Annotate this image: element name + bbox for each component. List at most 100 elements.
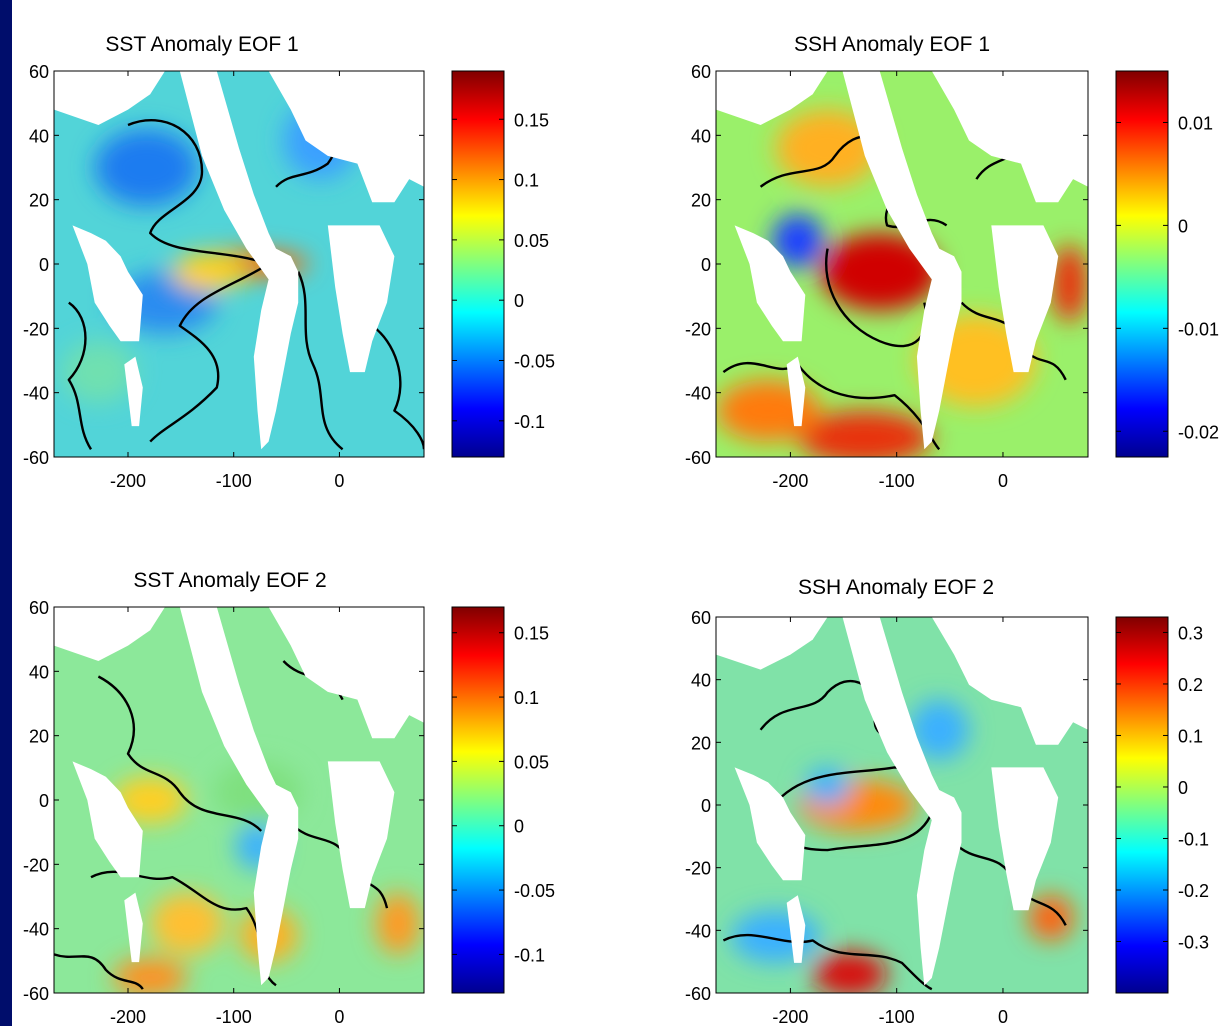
land-mask: [124, 356, 143, 427]
anomaly-field: [54, 607, 424, 993]
anomaly-blob: [150, 892, 225, 955]
anomaly-blob: [730, 910, 821, 963]
anomaly-blob: [812, 951, 888, 993]
y-tick-label: 20: [29, 727, 49, 747]
land-mask: [124, 892, 143, 963]
y-tick-label: 0: [39, 791, 49, 811]
colorbar-tick-label: -0.05: [514, 352, 555, 372]
zero-contour: [722, 933, 933, 991]
colorbar-tick-label: 0.15: [514, 110, 549, 130]
land-mask: [327, 761, 395, 909]
zero-contour: [67, 301, 93, 450]
y-tick-label: -20: [685, 859, 711, 879]
y-tick-label: 20: [691, 191, 711, 211]
colorbar-tick-label: 0.2: [1178, 675, 1203, 695]
anomaly-blob: [375, 892, 421, 955]
anomaly-blob: [771, 213, 824, 268]
x-tick-label: -100: [879, 1007, 915, 1026]
land-mask: [734, 225, 806, 342]
x-tick-label: 0: [334, 471, 344, 491]
slide-canvas: SST Anomaly EOF 1 -200 -100 0 60 40 20 0 -20 -40-…: [12, 0, 1229, 1026]
land-mask: [931, 71, 1088, 203]
anomaly-blob: [909, 699, 969, 760]
anomaly-field: [716, 71, 1088, 457]
colorbar-tick-label: 0: [1178, 778, 1188, 798]
anomaly-blob: [797, 410, 932, 457]
land-mask: [268, 71, 424, 203]
land-mask: [991, 225, 1059, 373]
land-mask: [786, 356, 806, 427]
eof-panel: SST Anomaly EOF 1 -200 -100 0 60 40 20 0 -20 -40 -…: [23, 33, 555, 491]
y-tick-label: 0: [701, 796, 711, 816]
y-tick-label: 40: [29, 662, 49, 682]
y-tick-label: 40: [691, 671, 711, 691]
y-tick-label: 60: [691, 62, 711, 82]
zero-contour: [97, 675, 263, 832]
colorbar-tick-label: -0.1: [514, 412, 545, 432]
land-mask: [716, 71, 828, 125]
panel-title: SST Anomaly EOF 2: [133, 569, 326, 592]
anomaly-blob: [775, 109, 880, 187]
anomaly-blob: [820, 233, 940, 311]
x-tick-label: 0: [998, 471, 1008, 491]
land-mask: [716, 617, 828, 670]
x-tick-label: -200: [772, 471, 808, 491]
eof-panel: SST Anomaly EOF 2 -200 -100 0 60 40 20 0 -20 -40 -…: [23, 569, 555, 1026]
x-tick-label: -200: [110, 471, 146, 491]
x-tick-label: -200: [110, 1007, 146, 1026]
x-tick-label: -100: [216, 1007, 252, 1026]
colorbar-tick-label: 0.15: [514, 624, 549, 644]
y-tick-label: -40: [685, 384, 711, 404]
anomaly-field: [716, 617, 1088, 993]
y-tick-label: 60: [29, 598, 49, 618]
zero-contour: [297, 271, 344, 451]
anomaly-blob: [1028, 895, 1074, 941]
colorbar: [1115, 70, 1169, 458]
y-tick-label: -40: [23, 920, 49, 940]
eof-figure: SST Anomaly EOF 1-200 -100 06040200-20-40-…: [23, 33, 1219, 1026]
x-tick-label: 0: [334, 1007, 344, 1026]
eof-panel: SSH Anomaly EOF 1 -200 -100 0 60 40 20 0 -20 -40 -…: [685, 33, 1219, 491]
y-tick-label: -40: [23, 384, 49, 404]
land-mask: [327, 225, 395, 373]
colorbar-tick-label: 0: [1178, 216, 1188, 236]
anomaly-blob: [113, 958, 188, 993]
land-mask: [54, 607, 165, 661]
x-tick-label: -100: [216, 471, 252, 491]
y-tick-label: -60: [685, 448, 711, 468]
colorbar: [1115, 616, 1169, 994]
colorbar: [451, 70, 505, 458]
anomaly-blob: [61, 341, 136, 403]
colorbar-tick-label: -0.3: [1178, 932, 1209, 952]
land-mask: [786, 895, 806, 963]
y-tick-label: 20: [691, 733, 711, 753]
land-mask: [179, 607, 299, 986]
colorbar-tick-label: 0.01: [1178, 113, 1213, 133]
x-tick-label: 0: [998, 1007, 1008, 1026]
colorbar-tick-label: 0.3: [1178, 623, 1203, 643]
y-tick-label: -20: [685, 319, 711, 339]
land-mask: [54, 71, 165, 125]
y-tick-label: 20: [29, 191, 49, 211]
anomaly-blob: [805, 767, 850, 805]
y-tick-label: -60: [23, 448, 49, 468]
anomaly-blob: [113, 776, 188, 824]
y-tick-label: 0: [701, 255, 711, 275]
panel-title: SST Anomaly EOF 1: [105, 33, 298, 56]
y-tick-label: 40: [29, 126, 49, 146]
y-tick-label: -20: [23, 319, 49, 339]
y-tick-label: 40: [691, 126, 711, 146]
colorbar-tick-label: 0.1: [514, 688, 539, 708]
colorbar-tick-label: -0.1: [514, 945, 545, 965]
x-tick-label: -200: [772, 1007, 808, 1026]
y-tick-label: -20: [23, 855, 49, 875]
y-tick-label: 60: [691, 608, 711, 628]
colorbar-tick-label: 0.05: [514, 752, 549, 772]
x-tick-label: -100: [879, 471, 915, 491]
colorbar-tick-label: 0: [514, 291, 524, 311]
land-mask: [72, 761, 143, 878]
y-tick-label: -60: [685, 984, 711, 1004]
anomaly-blob: [172, 252, 247, 292]
eof-panel: SSH Anomaly EOF 2 -200 -100 0 60 40 20 0 -20 -40 -…: [685, 576, 1209, 1026]
land-mask: [179, 71, 299, 450]
